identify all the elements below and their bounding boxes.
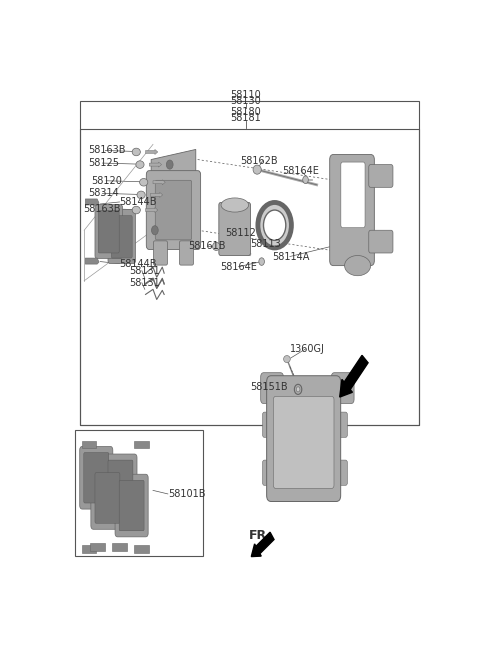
FancyBboxPatch shape — [267, 376, 341, 501]
Ellipse shape — [258, 203, 291, 248]
FancyBboxPatch shape — [112, 543, 127, 551]
Polygon shape — [85, 199, 99, 205]
Ellipse shape — [140, 178, 148, 186]
Text: 58120: 58120 — [92, 176, 122, 186]
Polygon shape — [85, 258, 99, 264]
Text: 58161B: 58161B — [188, 241, 226, 251]
Text: 58181: 58181 — [230, 113, 262, 123]
FancyBboxPatch shape — [111, 216, 132, 258]
Ellipse shape — [295, 385, 301, 394]
FancyBboxPatch shape — [98, 211, 119, 253]
FancyBboxPatch shape — [112, 462, 127, 470]
Ellipse shape — [213, 242, 220, 251]
FancyBboxPatch shape — [341, 162, 365, 228]
Text: 58180: 58180 — [230, 106, 262, 117]
FancyBboxPatch shape — [80, 447, 113, 509]
Text: 58110: 58110 — [230, 90, 262, 100]
Ellipse shape — [296, 387, 300, 392]
Text: 58151B: 58151B — [250, 382, 288, 392]
Ellipse shape — [294, 384, 302, 394]
FancyArrow shape — [153, 180, 165, 185]
FancyBboxPatch shape — [95, 205, 122, 258]
FancyBboxPatch shape — [82, 545, 96, 552]
FancyBboxPatch shape — [146, 171, 201, 249]
FancyBboxPatch shape — [90, 543, 105, 551]
Text: 58131: 58131 — [129, 266, 159, 276]
FancyBboxPatch shape — [219, 203, 251, 255]
Text: 58113: 58113 — [250, 239, 280, 249]
FancyBboxPatch shape — [134, 545, 149, 552]
FancyArrow shape — [145, 150, 158, 155]
Text: 58131: 58131 — [129, 277, 159, 288]
FancyArrow shape — [145, 207, 158, 213]
FancyBboxPatch shape — [263, 460, 276, 485]
Text: 58164E: 58164E — [282, 166, 319, 176]
FancyBboxPatch shape — [115, 474, 148, 537]
Text: 1360GJ: 1360GJ — [290, 344, 325, 354]
FancyBboxPatch shape — [261, 373, 283, 403]
Ellipse shape — [152, 226, 158, 235]
FancyBboxPatch shape — [369, 230, 393, 253]
Ellipse shape — [132, 148, 140, 155]
FancyArrow shape — [150, 192, 163, 197]
FancyBboxPatch shape — [104, 454, 137, 517]
FancyBboxPatch shape — [155, 180, 192, 240]
Ellipse shape — [167, 160, 173, 169]
FancyBboxPatch shape — [108, 460, 133, 510]
Ellipse shape — [137, 191, 145, 199]
Ellipse shape — [284, 356, 290, 363]
FancyBboxPatch shape — [82, 441, 96, 449]
FancyArrow shape — [149, 162, 162, 167]
FancyBboxPatch shape — [180, 241, 193, 265]
FancyBboxPatch shape — [369, 165, 393, 188]
FancyBboxPatch shape — [119, 480, 144, 531]
FancyBboxPatch shape — [134, 441, 149, 449]
Ellipse shape — [136, 161, 144, 169]
FancyBboxPatch shape — [90, 462, 105, 470]
Text: 58162B: 58162B — [240, 155, 278, 165]
FancyBboxPatch shape — [84, 453, 109, 503]
Text: 58112: 58112 — [226, 228, 256, 237]
Text: 58144B: 58144B — [120, 258, 157, 268]
Ellipse shape — [345, 256, 371, 276]
Text: 58130: 58130 — [230, 96, 262, 106]
FancyBboxPatch shape — [335, 460, 348, 485]
Text: 58125: 58125 — [88, 158, 119, 168]
FancyArrow shape — [340, 356, 368, 397]
FancyBboxPatch shape — [331, 373, 354, 403]
FancyBboxPatch shape — [273, 396, 334, 488]
Ellipse shape — [264, 210, 286, 240]
FancyBboxPatch shape — [95, 473, 120, 523]
Text: 58163B: 58163B — [84, 203, 121, 214]
FancyArrow shape — [252, 532, 274, 556]
Ellipse shape — [259, 258, 264, 266]
Ellipse shape — [253, 165, 261, 174]
Text: 58163B: 58163B — [88, 146, 125, 155]
FancyBboxPatch shape — [263, 412, 276, 438]
Ellipse shape — [221, 198, 249, 212]
Text: 58114A: 58114A — [272, 251, 310, 262]
FancyBboxPatch shape — [335, 412, 348, 438]
Ellipse shape — [132, 206, 140, 214]
Text: 58144B: 58144B — [120, 197, 157, 207]
Text: FR.: FR. — [249, 529, 272, 543]
FancyBboxPatch shape — [330, 155, 374, 266]
FancyBboxPatch shape — [91, 466, 124, 529]
Text: 58164E: 58164E — [220, 262, 257, 272]
Ellipse shape — [303, 176, 308, 184]
FancyBboxPatch shape — [154, 241, 168, 265]
Text: 58101B: 58101B — [168, 489, 205, 499]
Text: 58314: 58314 — [88, 188, 119, 198]
Polygon shape — [151, 150, 196, 190]
FancyBboxPatch shape — [108, 209, 135, 264]
